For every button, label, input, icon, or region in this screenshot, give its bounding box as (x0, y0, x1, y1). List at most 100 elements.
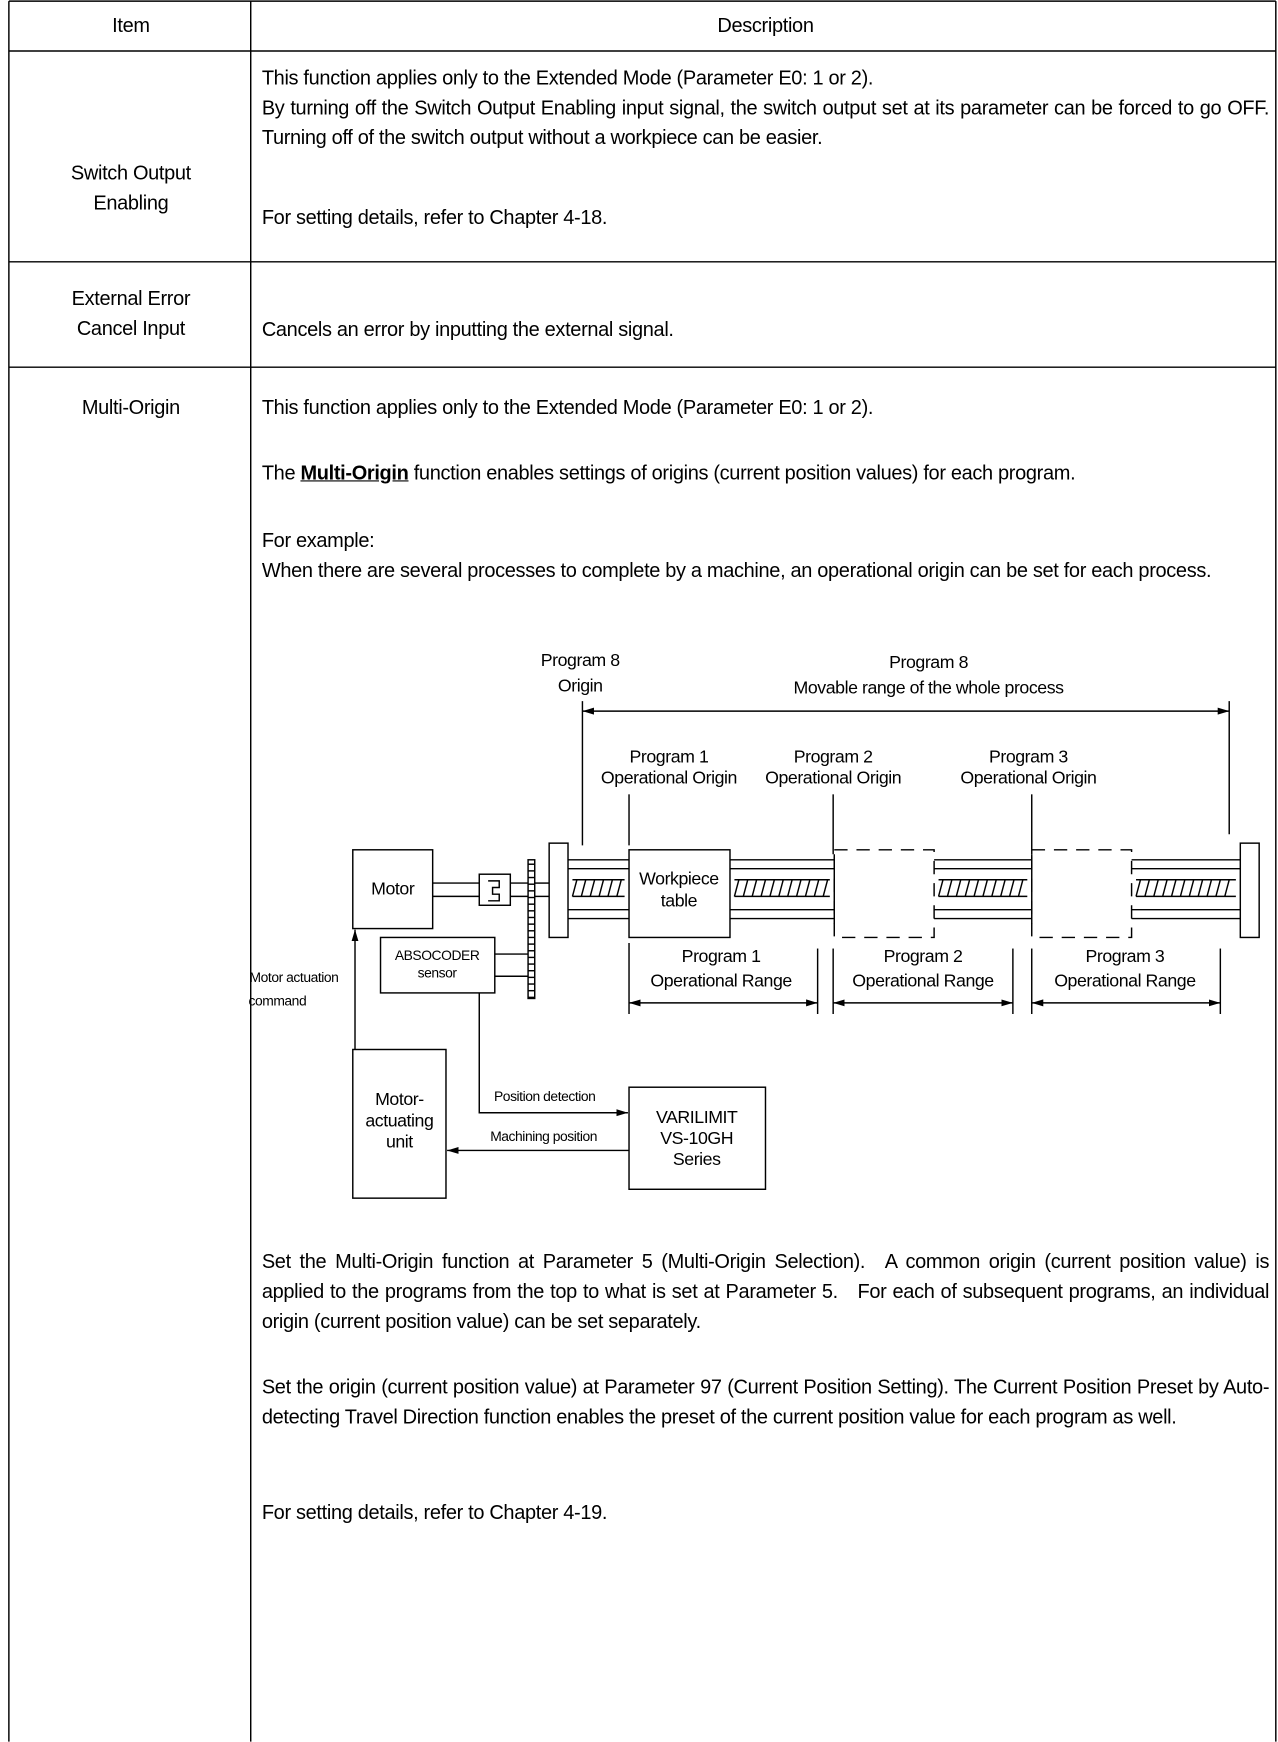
label: Program 3 (1085, 946, 1164, 966)
screw-thread (822, 879, 829, 897)
label: Program 3 (989, 746, 1068, 766)
dashed-position (1031, 849, 1133, 939)
screw-thread (733, 879, 740, 897)
diagram: Program 8 Origin Program 8 Movable range… (248, 650, 1260, 1199)
item-cell: External Error Cancel Input (71, 287, 191, 340)
screw-thread (751, 879, 758, 897)
label: Operational Origin (601, 767, 737, 787)
varilimit-box (628, 1086, 767, 1190)
actuating-unit-box (352, 1048, 447, 1199)
screw-thread (973, 879, 980, 897)
text: The (261, 461, 301, 484)
header-cell: Item (112, 14, 150, 37)
screw-thread (1144, 879, 1151, 897)
label: VARILIMIT (656, 1107, 738, 1127)
screw-thread (1206, 879, 1213, 897)
item-cell: Multi-Origin (81, 396, 180, 419)
label: Program 1 (682, 946, 761, 966)
label: Workpiece (639, 868, 719, 888)
screw-thread (1017, 879, 1024, 897)
screw-thread (982, 879, 989, 897)
screw-thread (571, 879, 578, 897)
label: sensor (418, 965, 458, 981)
screw-thread (742, 879, 749, 897)
detection-arrow (478, 992, 628, 1117)
workpiece-table (628, 849, 731, 939)
screw-thread (1197, 879, 1204, 897)
coupling-symbol (488, 880, 500, 902)
screw-thread (589, 879, 596, 897)
screw-thread (991, 879, 997, 897)
screw-thread (769, 879, 776, 897)
screw-thread (1153, 879, 1159, 897)
screw-thread (1188, 879, 1195, 897)
item-cell: Switch Output Enabling (70, 161, 191, 215)
paragraph: When there are several processes to comp… (261, 559, 1212, 582)
motor-box (352, 849, 434, 930)
gear-rack (527, 859, 536, 1000)
label: Motor- (375, 1089, 424, 1109)
screw-thread (616, 879, 622, 897)
screw-thread (999, 879, 1006, 897)
paragraph: For example: (261, 529, 375, 552)
table-grid (8, 0, 1277, 1742)
label: Program 8 (889, 652, 968, 672)
screw-thread (1179, 879, 1186, 897)
paragraph: Cancels an error by inputting the extern… (261, 318, 674, 341)
label: Origin (558, 675, 603, 695)
paragraph: Set the Multi-Origin function at Paramet… (261, 1250, 1270, 1333)
screw-thread (964, 879, 971, 897)
label: Motor (371, 878, 415, 898)
text: function enables settings of origins (cu… (408, 461, 1076, 484)
label: Series (673, 1149, 721, 1169)
screw-thread (955, 879, 962, 897)
label: Program 8 (541, 650, 620, 670)
label: Operational Range (650, 971, 792, 991)
screw-thread (937, 879, 944, 897)
paragraph: For setting details, refer to Chapter 4-… (261, 1501, 608, 1524)
label: ABSOCODER (395, 947, 480, 963)
label: Movable range of the whole process (794, 678, 1065, 698)
screw-thread (946, 879, 953, 897)
paragraph: This function applies only to the Extend… (261, 396, 874, 419)
coupling (478, 873, 512, 906)
label: Motor actuation (250, 969, 339, 985)
paragraph: The Multi-Origin function enables settin… (262, 458, 1269, 488)
paragraph: Set the origin (current position value) … (261, 1375, 1270, 1428)
screw-thread (1224, 879, 1230, 897)
dashed-position (833, 849, 935, 939)
label: Position detection (494, 1088, 595, 1104)
screw-thread (607, 879, 614, 897)
paragraph: For setting details, refer to Chapter 4-… (261, 206, 608, 229)
label: table (661, 891, 698, 911)
screw-thread (778, 879, 784, 897)
label: Operational Origin (765, 767, 901, 787)
label: Program 2 (794, 746, 873, 766)
screw-thread (1170, 879, 1177, 897)
emphasis: Multi-Origin (300, 461, 409, 484)
header-cell: Description (717, 14, 814, 37)
label: command (248, 992, 306, 1008)
paragraph: By turning off the Switch Output Enablin… (261, 96, 1270, 149)
paragraph: This function applies only to the Extend… (261, 66, 874, 89)
label: Operational Range (1054, 971, 1196, 991)
screw-thread (813, 879, 820, 897)
screw-thread (804, 879, 811, 897)
screw-thread (580, 879, 587, 897)
end-plate (1239, 842, 1260, 939)
label: actuating (365, 1110, 433, 1130)
screw-thread (1135, 879, 1142, 897)
screw-thread (1008, 879, 1015, 897)
end-plate (548, 842, 569, 939)
label: Operational Origin (960, 767, 1096, 787)
label: Program 2 (884, 946, 963, 966)
label: Operational Range (852, 971, 994, 991)
screw-thread (598, 879, 605, 897)
screw-thread (760, 879, 767, 897)
label: unit (386, 1131, 413, 1151)
label: Machining position (490, 1128, 597, 1144)
label: Program 1 (630, 746, 709, 766)
label: VS-10GH (660, 1128, 733, 1148)
